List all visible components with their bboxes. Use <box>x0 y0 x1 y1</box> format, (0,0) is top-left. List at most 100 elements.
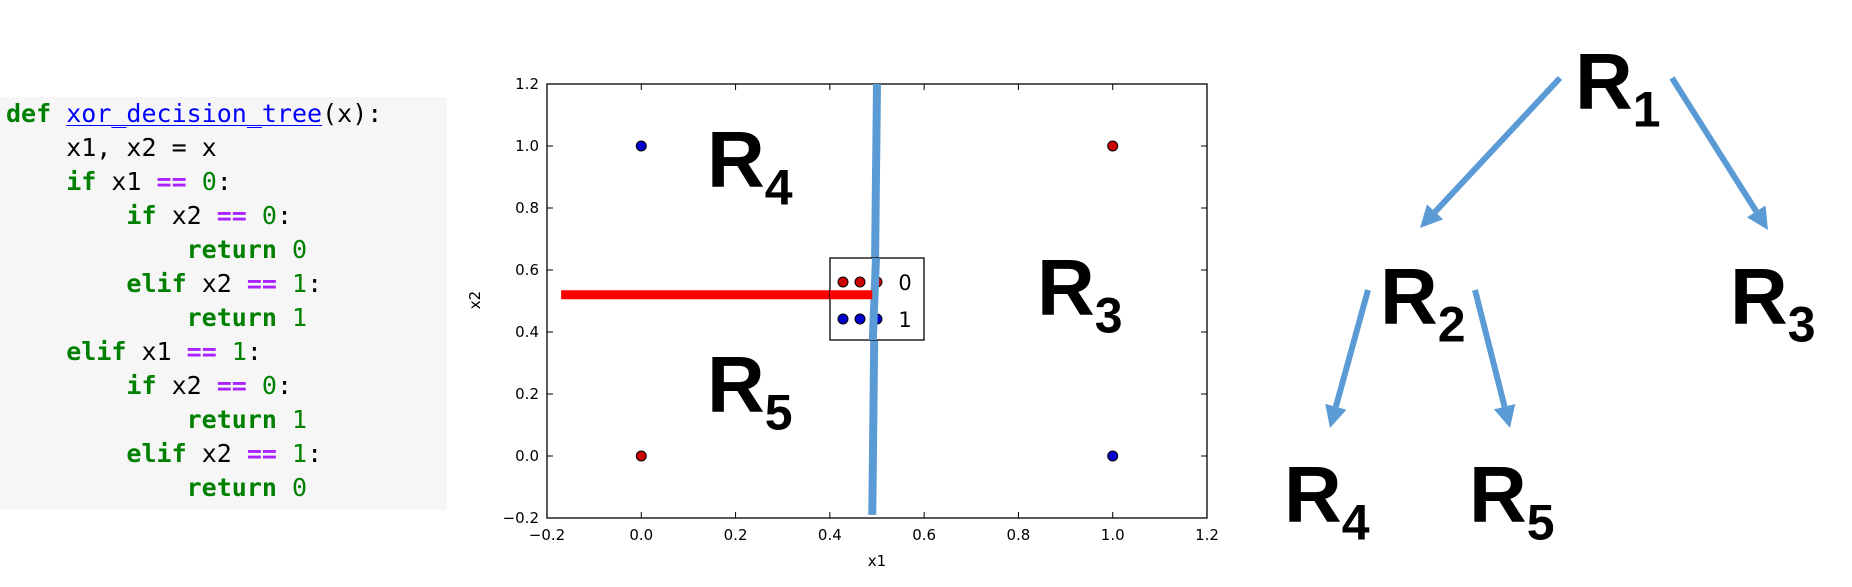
y-axis-label: x2 <box>466 291 484 309</box>
legend-marker <box>854 313 866 325</box>
data-points <box>635 140 1119 462</box>
x-tick-label: 0.2 <box>724 526 748 544</box>
code-token: 0 <box>292 235 308 264</box>
code-token: == <box>216 371 247 400</box>
legend: 01 <box>829 257 925 341</box>
code-token: == <box>216 201 247 230</box>
tree-arrows <box>1325 75 1768 428</box>
tree-node-r2: R2 <box>1380 252 1466 353</box>
y-tick-label: 0.6 <box>515 261 539 279</box>
y-tick-label: 0.2 <box>515 385 539 403</box>
code-token: 1 <box>292 303 308 332</box>
code-token: : <box>307 269 323 298</box>
code-panel: def xor_decision_tree(x): x1, x2 = x if … <box>0 97 447 510</box>
code-line: if x2 == 0: <box>6 199 292 233</box>
code-token: return <box>186 303 277 332</box>
code-token: x2 <box>156 371 217 400</box>
x-tick-label: 0.6 <box>912 526 936 544</box>
code-line: return 1 <box>6 403 307 437</box>
arrow-r1-r2 <box>1432 75 1563 214</box>
arrow-r2-r5-head <box>1493 403 1516 428</box>
legend-marker <box>837 276 849 288</box>
code-token: elif <box>126 439 187 468</box>
arrow-r2-r4-head <box>1325 403 1347 428</box>
x-axis-label: x1 <box>868 552 886 570</box>
tree-node-r1: R1 <box>1575 37 1661 138</box>
code-token: : <box>216 167 232 196</box>
code-token: elif <box>126 269 187 298</box>
code-token: : <box>276 371 293 400</box>
code-token: x1 <box>126 337 187 366</box>
legend-marker <box>854 276 866 288</box>
code-line: elif x2 == 1: <box>6 267 322 301</box>
arrow-r2-r4 <box>1332 289 1371 408</box>
arrow-r2-r5 <box>1472 289 1508 408</box>
data-point-class-0 <box>635 450 647 462</box>
arrow-r1-r3 <box>1669 76 1759 214</box>
code-token: x2 <box>156 201 217 230</box>
code-token: x2 <box>186 269 247 298</box>
code-token: == <box>156 167 187 196</box>
code-token: xor_decision_tree <box>66 99 323 128</box>
code-line: if x2 == 0: <box>6 369 292 403</box>
code-line: return 1 <box>6 301 307 335</box>
code-line: elif x1 == 1: <box>6 335 262 369</box>
code-token: 0 <box>201 167 217 196</box>
region-label-r3: R3 <box>1037 243 1123 344</box>
code-line: x1, x2 = x <box>6 131 217 165</box>
code-token: 1 <box>292 405 308 434</box>
code-line: if x1 == 0: <box>6 165 232 199</box>
legend-marker <box>837 313 849 325</box>
y-tick-label: 1.2 <box>515 75 539 93</box>
code-token: if <box>126 201 157 230</box>
arrow-r1-r2-head <box>1420 204 1444 228</box>
code-token: 1 <box>292 269 308 298</box>
code-token: (x): <box>322 99 383 128</box>
y-tick-label: −0.2 <box>503 509 539 527</box>
code-token: 0 <box>261 371 277 400</box>
x-tick-label: −0.2 <box>529 526 565 544</box>
code-token: return <box>186 405 277 434</box>
code-token: x1, x2 = x <box>6 133 217 162</box>
code-token: == <box>186 337 217 366</box>
tree-node-r3: R3 <box>1730 252 1816 353</box>
code-token: def <box>6 99 67 128</box>
legend-label: 1 <box>898 308 911 332</box>
arrow-r1-r3-head <box>1746 205 1768 230</box>
region-label-r5: R5 <box>707 340 793 441</box>
code-token: 1 <box>231 337 247 366</box>
code-token: 0 <box>261 201 277 230</box>
data-point-class-0 <box>1107 140 1119 152</box>
code-token: return <box>186 235 277 264</box>
code-token: x2 <box>186 439 247 468</box>
code-token: elif <box>66 337 127 366</box>
tree-node-r5: R5 <box>1469 450 1555 551</box>
code-token: x1 <box>96 167 157 196</box>
vertical-split-line-overlay <box>868 257 880 341</box>
code-token: : <box>276 201 293 230</box>
x-tick-label: 0.4 <box>818 526 842 544</box>
code-line: return 0 <box>6 233 307 267</box>
code-token: return <box>186 473 277 502</box>
y-tick-label: 0.0 <box>515 447 539 465</box>
region-label-r4: R4 <box>707 115 793 216</box>
code-line: elif x2 == 1: <box>6 437 322 471</box>
code-token: == <box>246 269 277 298</box>
x-tick-label: 0.8 <box>1006 526 1030 544</box>
x-tick-label: 1.0 <box>1101 526 1125 544</box>
data-point-class-1 <box>635 140 647 152</box>
code-token: : <box>246 337 262 366</box>
y-tick-label: 1.0 <box>515 137 539 155</box>
y-tick-label: 0.8 <box>515 199 539 217</box>
code-line: return 0 <box>6 471 307 505</box>
y-tick-label: 0.4 <box>515 323 539 341</box>
code-token: == <box>246 439 277 468</box>
code-token: : <box>307 439 323 468</box>
data-point-class-1 <box>1107 450 1119 462</box>
x-tick-label: 0.0 <box>629 526 653 544</box>
code-token: if <box>66 167 97 196</box>
tree-node-r4: R4 <box>1284 450 1370 551</box>
code-token: 1 <box>292 439 308 468</box>
code-token: if <box>126 371 157 400</box>
